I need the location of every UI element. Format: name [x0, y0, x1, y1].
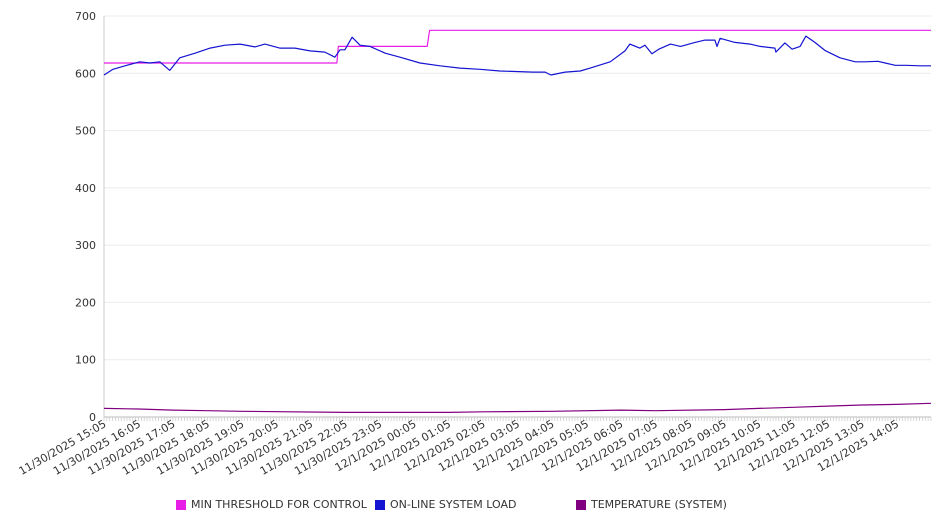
- legend-label: TEMPERATURE (SYSTEM): [591, 498, 727, 511]
- y-tick-label: 700: [75, 10, 96, 23]
- legend-swatch-icon: [375, 499, 385, 510]
- legend-swatch-icon: [176, 499, 186, 510]
- legend-label: MIN THRESHOLD FOR CONTROL: [191, 498, 367, 511]
- y-tick-label: 400: [75, 182, 96, 195]
- series-line-on-line-system-load: [103, 35, 931, 76]
- legend-item-load[interactable]: ON-LINE SYSTEM LOAD: [375, 498, 516, 511]
- series-lines: [103, 29, 932, 413]
- series-line-temperature-system-: [103, 402, 932, 413]
- gridlines: [104, 15, 931, 361]
- legend-item-temperature[interactable]: TEMPERATURE (SYSTEM): [576, 498, 727, 511]
- y-tick-label: 200: [75, 296, 96, 309]
- legend-label: ON-LINE SYSTEM LOAD: [390, 498, 517, 511]
- y-tick-label: 100: [75, 354, 96, 367]
- legend-swatch-icon: [576, 499, 586, 510]
- y-axis: 0 100 200 300 400 500 600 700: [75, 10, 96, 424]
- y-tick-label: 300: [75, 239, 96, 252]
- y-tick-label: 500: [75, 125, 96, 138]
- y-tick-label: 0: [89, 411, 96, 424]
- y-tick-label: 600: [75, 67, 96, 80]
- legend-item-threshold[interactable]: MIN THRESHOLD FOR CONTROL: [176, 498, 367, 511]
- series-line-min-threshold-for-control: [104, 29, 931, 64]
